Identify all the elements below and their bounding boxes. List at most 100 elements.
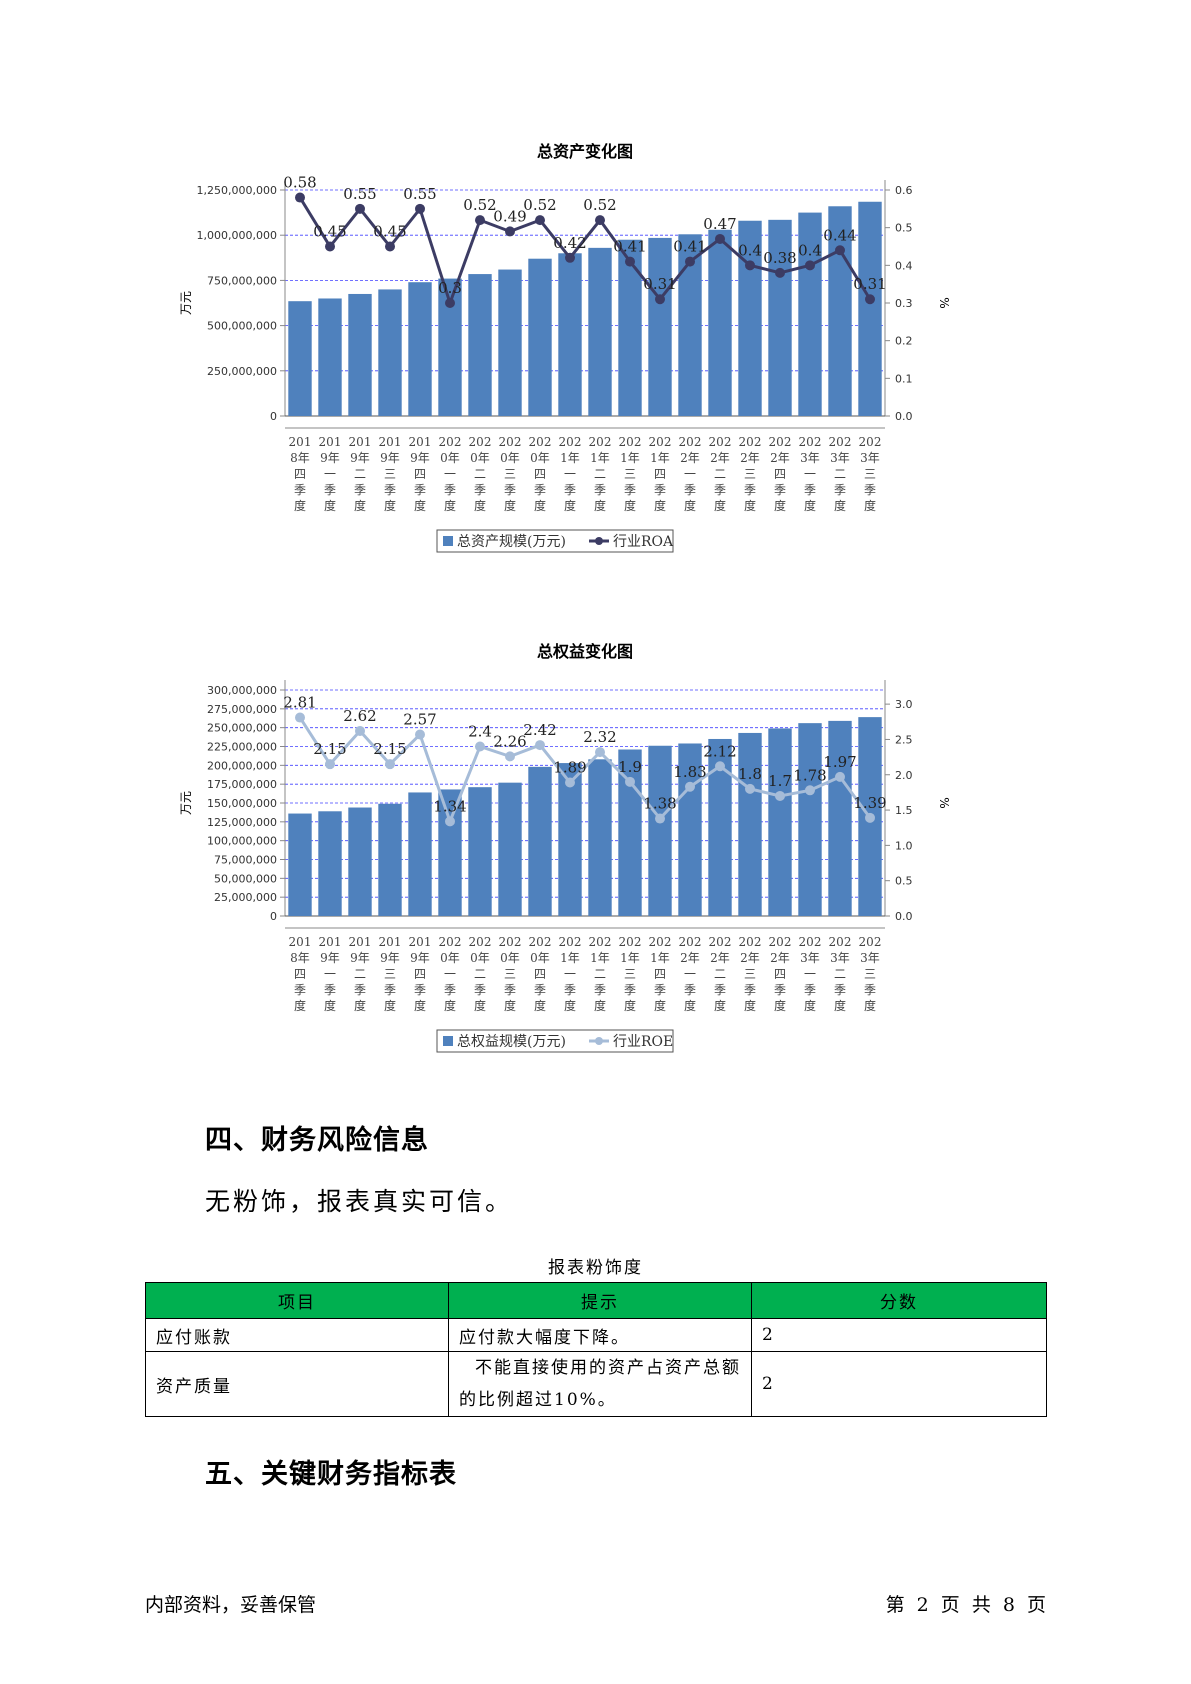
bar (288, 301, 312, 416)
data-label: 1.97 (823, 753, 856, 771)
x-tick-label: 度 (834, 498, 846, 513)
row-item: 应付账款 (145, 1318, 449, 1352)
x-tick-label: 三 (384, 467, 396, 481)
chart-svg: 总权益变化图 0 25,000,000 50,000,000 75,000,000 100… (179, 642, 951, 1053)
bar (558, 253, 582, 416)
row-hint: 不能直接使用的资产占资产总额 的比例超过10%。 (448, 1351, 752, 1417)
y2-tick-label: 0.2 (895, 335, 913, 348)
x-tick-label: 3年 (830, 451, 850, 465)
bar (468, 787, 492, 916)
bar (768, 728, 792, 916)
x-tick-label: 1年 (560, 951, 580, 965)
x-tick-label: 一 (324, 467, 336, 481)
x-tick-label: 二 (834, 467, 846, 481)
y-tick-label: 300,000,000 (207, 684, 277, 697)
col-header-item: 项目 (145, 1282, 449, 1319)
x-tick-label: 201 (319, 435, 342, 449)
line-point (445, 298, 455, 308)
x-tick-label: 0年 (500, 451, 520, 465)
x-tick-label: 202 (529, 935, 552, 949)
x-tick-label: 0年 (530, 951, 550, 965)
x-tick-label: 1年 (590, 951, 610, 965)
x-tick-label: 度 (864, 998, 876, 1013)
x-tick-label: 二 (594, 467, 606, 481)
x-tick-label: 9年 (350, 451, 370, 465)
x-tick-label: 202 (469, 935, 492, 949)
y2-tick-label: 0.1 (895, 372, 913, 385)
x-tick-label: 一 (804, 967, 816, 981)
bar (768, 219, 792, 416)
line-point (415, 729, 425, 740)
x-tick-label: 一 (684, 967, 696, 981)
x-tick-label: 202 (499, 935, 522, 949)
y2-tick-label: 0.5 (895, 222, 913, 235)
line-point (325, 241, 335, 252)
data-label: 2.32 (583, 728, 616, 746)
x-tick-label: 202 (589, 435, 612, 449)
data-label: 2.57 (403, 710, 436, 728)
x-tick-label: 3年 (860, 951, 880, 965)
x-tick-label: 202 (799, 435, 822, 449)
bar (558, 763, 582, 916)
line-point (595, 747, 605, 758)
bar (528, 258, 552, 416)
x-tick-label: 季 (444, 483, 456, 497)
y-tick-label: 250,000,000 (207, 365, 277, 378)
x-tick-label: 9年 (410, 951, 430, 965)
data-label: 0.55 (403, 185, 436, 203)
line-point (385, 241, 395, 252)
x-tick-label: 季 (744, 983, 756, 997)
x-tick-label: 度 (504, 998, 516, 1013)
data-label: 2.81 (283, 694, 316, 712)
x-tick-label: 202 (529, 435, 552, 449)
x-tick-label: 二 (714, 467, 726, 481)
risk-summary-text: 无粉饰，报表真实可信。 (205, 1187, 514, 1216)
x-tick-label: 9年 (350, 951, 370, 965)
x-tick-label: 2年 (740, 951, 760, 965)
line-point (775, 790, 785, 801)
x-tick-label: 9年 (320, 951, 340, 965)
x-tick-label: 2年 (770, 451, 790, 465)
x-tick-label: 202 (799, 935, 822, 949)
x-tick-label: 度 (804, 998, 816, 1013)
x-tick-label: 四 (294, 467, 306, 481)
y-tick-label: 200,000,000 (207, 759, 277, 772)
x-tick-label: 度 (564, 498, 576, 513)
x-tick-label: 201 (289, 935, 312, 949)
footer-page-number: 第 2 页 共 8 页 (885, 1594, 1046, 1616)
x-tick-label: 1年 (650, 951, 670, 965)
x-tick-label: 二 (354, 467, 366, 481)
data-label: 0.52 (583, 196, 616, 214)
line-point (745, 783, 755, 794)
x-tick-label: 季 (684, 983, 696, 997)
x-tick-label: 度 (864, 498, 876, 513)
data-label: 1.78 (793, 766, 826, 784)
x-tick-label: 季 (474, 483, 486, 497)
table-row: 应付账款 应付款大幅度下降。 2 (145, 1318, 1047, 1352)
y-axis-title: 万元 (179, 791, 193, 815)
bar (408, 282, 432, 416)
data-label: 0.49 (493, 207, 526, 225)
x-tick-label: 度 (654, 998, 666, 1013)
line-point (295, 712, 305, 723)
x-tick-label: 202 (859, 935, 882, 949)
section-four-heading: 四、财务风险信息 (205, 1125, 429, 1156)
x-tick-label: 三 (744, 467, 756, 481)
y2-tick-label: 2.0 (895, 769, 913, 782)
data-label: 0.52 (463, 196, 496, 214)
legend-bar-swatch (443, 536, 453, 546)
line-point (295, 192, 305, 203)
x-tick-label: 度 (414, 498, 426, 513)
x-tick-label: 三 (504, 967, 516, 981)
line-point (685, 781, 695, 792)
x-tick-label: 2年 (680, 951, 700, 965)
x-tick-label: 2年 (680, 451, 700, 465)
x-tick-label: 度 (714, 498, 726, 513)
line-point (835, 245, 845, 256)
line-point (865, 294, 875, 305)
y-tick-label: 100,000,000 (207, 835, 277, 848)
table-header-row: 项目 提示 分数 (145, 1282, 1047, 1319)
x-tick-label: 度 (384, 498, 396, 513)
x-tick-label: 四 (534, 467, 546, 481)
x-tick-label: 202 (439, 435, 462, 449)
